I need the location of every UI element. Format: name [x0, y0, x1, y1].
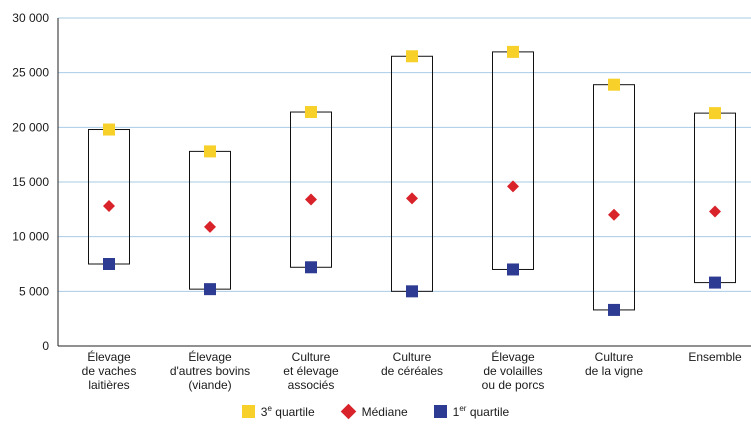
category-label: Ensemble: [688, 350, 742, 364]
category-label-line: de volailles: [483, 364, 542, 378]
q3-marker: [103, 123, 115, 136]
quartile-box: [88, 129, 130, 265]
legend: 3e quartile Médiane 1er quartile: [0, 403, 751, 420]
category-label-line: laitières: [88, 378, 129, 392]
category-label-line: Élevage: [87, 349, 131, 364]
quartile-boxes: [88, 51, 736, 311]
median-marker: [608, 208, 620, 221]
category-label-line: d'autres bovins: [170, 364, 250, 378]
q1-marker: [103, 258, 115, 270]
category-label-line: Culture: [292, 350, 331, 364]
q3-marker: [406, 50, 418, 63]
median-marker: [305, 193, 317, 206]
category-label: Culture de la vigne: [585, 350, 643, 378]
legend-item-median: Médiane: [340, 403, 408, 420]
category-label-line: associés: [288, 378, 335, 392]
category-label-line: et élevage: [283, 364, 339, 378]
y-tick-label: 15 000: [12, 175, 49, 189]
legend-label-q3: 3e quartile: [260, 404, 315, 419]
median-marker: [709, 205, 721, 218]
quartile-box: [189, 150, 231, 290]
category-label: Élevage d'autres bovins (viande): [170, 349, 250, 392]
category-label-line: Culture: [595, 350, 634, 364]
y-tick-label: 0: [42, 339, 49, 353]
legend-item-q1: 1er quartile: [433, 404, 510, 419]
median-marker: [507, 180, 519, 193]
quartile-box: [593, 84, 635, 311]
category-label-line: Culture: [393, 350, 432, 364]
x-axis: [57, 18, 751, 347]
q3-marker: [507, 45, 519, 58]
y-tick-label: 10 000: [12, 230, 49, 244]
q1-marker: [507, 263, 519, 276]
q1-marker: [406, 285, 418, 298]
median-marker: [406, 192, 418, 205]
q1-marker: [709, 276, 721, 289]
category-label-line: (viande): [188, 378, 231, 392]
legend-swatch-median: [340, 403, 356, 420]
category-label-line: Élevage: [188, 349, 232, 364]
median-marker: [204, 220, 216, 233]
quartile-box: [290, 111, 332, 268]
y-tick-label: 5 000: [19, 284, 49, 298]
y-tick-label: 30 000: [12, 11, 49, 25]
data-markers: [103, 45, 721, 316]
quartile-box: [694, 112, 736, 284]
q1-marker: [305, 261, 317, 274]
category-label: Culture et élevage associés: [283, 350, 339, 392]
q3-marker: [305, 106, 317, 119]
q1-marker: [608, 303, 620, 316]
category-label: Culture de céréales: [381, 350, 443, 378]
legend-item-q3: 3e quartile: [241, 404, 315, 419]
legend-label-q1: 1er quartile: [452, 404, 510, 419]
category-label: Élevage de volailles ou de porcs: [482, 349, 545, 392]
quartile-box: [391, 55, 433, 292]
category-label-line: de vaches: [82, 364, 137, 378]
category-label: Élevage de vaches laitières: [82, 349, 137, 392]
category-label-line: ou de porcs: [482, 378, 545, 392]
legend-label-median: Médiane: [361, 404, 408, 419]
category-label-line: de céréales: [381, 364, 443, 378]
q3-marker: [709, 107, 721, 120]
q1-marker: [204, 283, 216, 296]
legend-swatch-q3: [241, 405, 255, 418]
gridlines: [58, 17, 751, 292]
category-label-line: Élevage: [491, 349, 535, 364]
q3-marker: [204, 145, 216, 158]
y-axis-ticks: 0 5 000 10 000 15 000 20 000 25 000 30 000: [12, 11, 49, 353]
legend-swatch-q1: [433, 405, 447, 418]
median-marker: [103, 200, 115, 213]
y-tick-label: 25 000: [12, 66, 49, 80]
q3-marker: [608, 78, 620, 91]
category-label-line: Ensemble: [688, 350, 742, 364]
category-label-line: de la vigne: [585, 364, 643, 378]
y-tick-label: 20 000: [12, 120, 49, 134]
